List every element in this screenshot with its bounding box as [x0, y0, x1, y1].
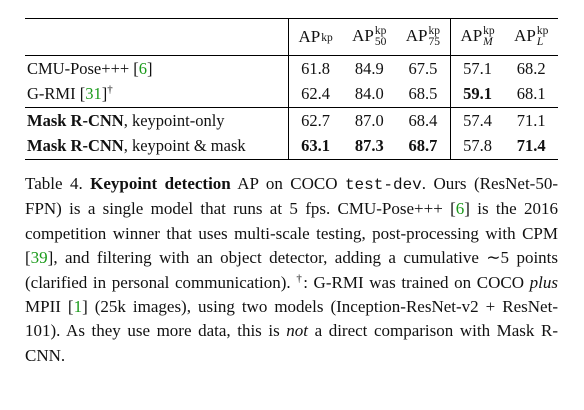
ap-value: 61.8: [301, 58, 331, 78]
text: ], and filtering with an object detector…: [25, 248, 558, 292]
cite-text: 31: [85, 84, 102, 104]
text: ] is the 2016 competition winner that us…: [25, 199, 558, 268]
mono-text: test-dev: [344, 176, 422, 194]
column-sub: 50: [374, 36, 387, 49]
bold-text: Mask R-CNN: [27, 136, 124, 156]
column-scripts: kp: [321, 31, 333, 44]
column-sub: M: [483, 36, 493, 49]
ap-value: 68.2: [516, 58, 546, 78]
text: MPII [: [25, 297, 74, 317]
ap-value: 59.1: [450, 81, 505, 108]
ap-value: 68.7: [396, 133, 451, 160]
column-header: AP kp M: [450, 18, 505, 56]
cite-text: 6: [455, 199, 465, 219]
caption: Table 4. Keypoint detection AP on COCO t…: [25, 172, 558, 368]
table-row: Mask R-CNN, keypoint & mask 63.1 87.3 68.7 5…: [25, 133, 558, 160]
column-sup: kp: [428, 25, 441, 38]
header-row: AP kp AP kp 50 AP kp 75 AP kp M AP kp L: [25, 18, 558, 56]
column-sup: kp: [483, 25, 495, 38]
ap-value: 87.3: [342, 133, 397, 160]
column-scripts: kp 50: [374, 25, 387, 49]
sup-text: †: [107, 83, 113, 96]
ap-value: 84.0: [342, 81, 397, 108]
ap-value: 71.4: [504, 133, 558, 160]
ap-value: 87.0: [354, 110, 384, 130]
text: . Ours (ResNet-50-FPN) is a single model…: [25, 174, 558, 219]
ap-value: 63.1: [288, 133, 343, 160]
cite-text: 39: [30, 248, 48, 268]
ap-value: 57.4: [463, 110, 492, 130]
column-scripts: kp M: [483, 25, 495, 49]
table-row: Mask R-CNN, keypoint-only 62.7 87.0 68.4 57.…: [25, 107, 558, 134]
ap-value: 57.8: [450, 133, 505, 160]
column-header: AP kp 75: [396, 18, 451, 56]
column-sup: kp: [536, 25, 549, 38]
column-header: AP kp: [288, 18, 343, 56]
text: CMU-Pose+++ [: [27, 58, 139, 78]
italic-text: plus: [529, 272, 558, 292]
ap-value: 68.4: [396, 107, 451, 134]
table-row: CMU-Pose+++ [6] 61.8 84.9 67.5 57.1 68.2: [25, 55, 558, 82]
italic-text: not: [286, 321, 308, 341]
method-label: G-RMI [31]†: [25, 81, 289, 108]
column-scripts: kp L: [536, 25, 549, 49]
cite-text: 1: [73, 297, 83, 317]
text: G-RMI [: [27, 84, 86, 104]
column-base: AP: [298, 27, 321, 46]
column-base: AP: [352, 25, 374, 45]
text: AP on COCO: [230, 174, 345, 193]
header-corner: [25, 18, 289, 56]
ap-value: 84.9: [354, 58, 384, 78]
ap-value: 62.4: [288, 81, 343, 108]
cite-text: 6: [138, 58, 148, 78]
text: : G-RMI was trained on COCO: [303, 272, 530, 292]
ap-value: 71.1: [516, 110, 546, 130]
row-group: CMU-Pose+++ [6] 61.8 84.9 67.5 57.1 68.2 G-RMI…: [25, 55, 558, 108]
column-sup: kp: [321, 31, 333, 44]
column-header: AP kp 50: [342, 18, 397, 56]
column-scripts: kp 75: [428, 25, 441, 49]
text: ]: [147, 58, 153, 78]
text: ]: [101, 84, 108, 104]
method-label: Mask R-CNN, keypoint-only: [25, 107, 289, 134]
row-group: Mask R-CNN, keypoint-only 62.7 87.0 68.4 57.…: [25, 107, 558, 160]
column-sup: kp: [374, 25, 387, 38]
ap-value: 68.5: [396, 81, 451, 108]
ap-value: 68.1: [504, 81, 558, 108]
table-row: G-RMI [31]† 62.4 84.0 68.5 59.1 68.1: [25, 81, 558, 108]
table-header: AP kp AP kp 50 AP kp 75 AP kp M AP kp L: [25, 18, 558, 56]
ap-value: 57.1: [463, 58, 492, 78]
column-header: AP kp L: [504, 18, 558, 56]
bold-text: Mask R-CNN: [27, 110, 124, 130]
text: ] (25k images), using two models (Incept…: [25, 297, 558, 341]
column-base: AP: [405, 25, 428, 45]
column-base: AP: [460, 25, 483, 45]
results-table: AP kp AP kp 50 AP kp 75 AP kp M AP kp L CMU-Pose+++ […: [25, 18, 558, 160]
column-base: AP: [514, 25, 536, 45]
text: , keypoint & mask: [123, 136, 246, 156]
text: Table 4.: [25, 174, 91, 193]
text: a direct comparison with Mask R-CNN.: [25, 321, 558, 365]
column-sub: L: [536, 36, 544, 49]
figure: AP kp AP kp 50 AP kp 75 AP kp M AP kp L CMU-Pose+++ […: [25, 18, 558, 368]
text: , keypoint-only: [123, 110, 225, 130]
column-sub: 75: [428, 36, 441, 49]
ap-value: 62.7: [301, 110, 331, 130]
method-label: Mask R-CNN, keypoint & mask: [25, 133, 289, 160]
ap-value: 67.5: [396, 55, 451, 82]
method-label: CMU-Pose+++ [6]: [25, 55, 289, 82]
bold-text: Keypoint detection: [90, 174, 231, 193]
sup-text: †: [296, 271, 304, 284]
